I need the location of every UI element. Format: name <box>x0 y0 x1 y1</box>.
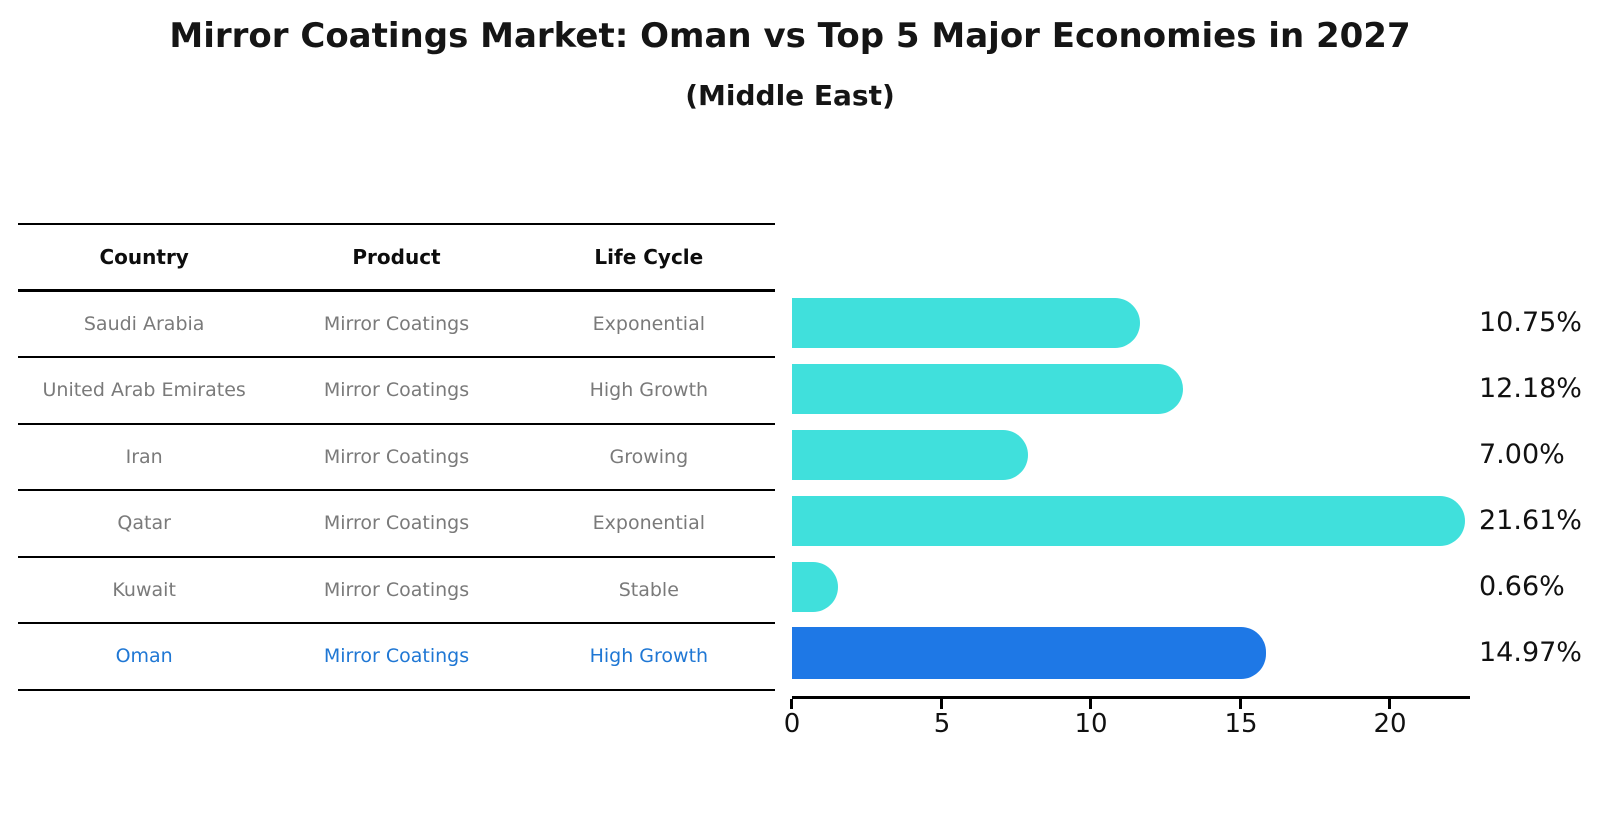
product-cell: Mirror Coatings <box>323 379 470 402</box>
life-cycle-cell: High Growth <box>589 379 709 402</box>
product-cell: Mirror Coatings <box>323 578 470 601</box>
x-tick-label-20: 20 <box>1373 709 1407 739</box>
x-tick-label-0: 0 <box>783 709 801 739</box>
country-cell: Oman <box>115 645 173 668</box>
table-row-united-arab-emirates: United Arab Emirates Mirror Coatings Hig… <box>18 358 775 425</box>
table-header-life-cycle: Life Cycle <box>594 244 704 269</box>
table-row-oman: Oman Mirror Coatings High Growth <box>18 624 775 691</box>
bar-oman <box>792 627 1266 679</box>
table-header-row: Country Product Life Cycle <box>18 225 775 292</box>
bar-kuwait <box>792 562 838 612</box>
product-cell: Mirror Coatings <box>323 312 470 335</box>
x-tick-mark-20 <box>1388 699 1391 709</box>
x-tick-mark-5 <box>940 699 943 709</box>
life-cycle-cell: Exponential <box>592 312 705 335</box>
bar-iran <box>792 430 1028 480</box>
table-row-iran: Iran Mirror Coatings Growing <box>18 425 775 491</box>
product-cell: Mirror Coatings <box>323 512 470 535</box>
x-tick-label-5: 5 <box>933 709 951 739</box>
comparison-table: Country Product Life Cycle Saudi Arabia … <box>18 223 775 691</box>
product-cell: Mirror Coatings <box>323 445 470 468</box>
value-label-oman: 14.97% <box>1479 637 1582 668</box>
x-tick-mark-10 <box>1089 699 1092 709</box>
table-row-qatar: Qatar Mirror Coatings Exponential <box>18 491 775 558</box>
value-label-united-arab-emirates: 12.18% <box>1479 373 1582 404</box>
x-axis-line <box>792 696 1470 699</box>
product-cell: Mirror Coatings <box>323 645 470 668</box>
value-label-qatar: 21.61% <box>1479 505 1582 536</box>
life-cycle-cell: Stable <box>618 578 679 601</box>
country-cell: Qatar <box>117 512 171 535</box>
value-label-kuwait: 0.66% <box>1479 571 1565 602</box>
bar-saudi-arabia <box>792 298 1140 348</box>
value-label-saudi-arabia: 10.75% <box>1479 307 1582 338</box>
country-cell: Iran <box>125 445 163 468</box>
chart-title: Mirror Coatings Market: Oman vs Top 5 Ma… <box>169 16 1411 56</box>
value-label-iran: 7.00% <box>1479 439 1565 470</box>
chart-subtitle: (Middle East) <box>685 79 895 112</box>
country-cell: Kuwait <box>112 578 176 601</box>
bar-united-arab-emirates <box>792 364 1183 414</box>
country-cell: Saudi Arabia <box>83 312 205 335</box>
life-cycle-cell: Growing <box>609 445 689 468</box>
life-cycle-cell: High Growth <box>589 645 709 668</box>
table-row-kuwait: Kuwait Mirror Coatings Stable <box>18 558 775 624</box>
country-cell: United Arab Emirates <box>42 379 246 402</box>
x-tick-mark-15 <box>1239 699 1242 709</box>
table-header-product: Product <box>352 244 441 269</box>
x-tick-label-10: 10 <box>1074 709 1108 739</box>
x-tick-mark-0 <box>790 699 793 709</box>
bar-qatar <box>792 496 1465 546</box>
life-cycle-cell: Exponential <box>592 512 705 535</box>
x-tick-label-15: 15 <box>1224 709 1258 739</box>
table-header-country: Country <box>99 244 189 269</box>
table-row-saudi-arabia: Saudi Arabia Mirror Coatings Exponential <box>18 292 775 358</box>
